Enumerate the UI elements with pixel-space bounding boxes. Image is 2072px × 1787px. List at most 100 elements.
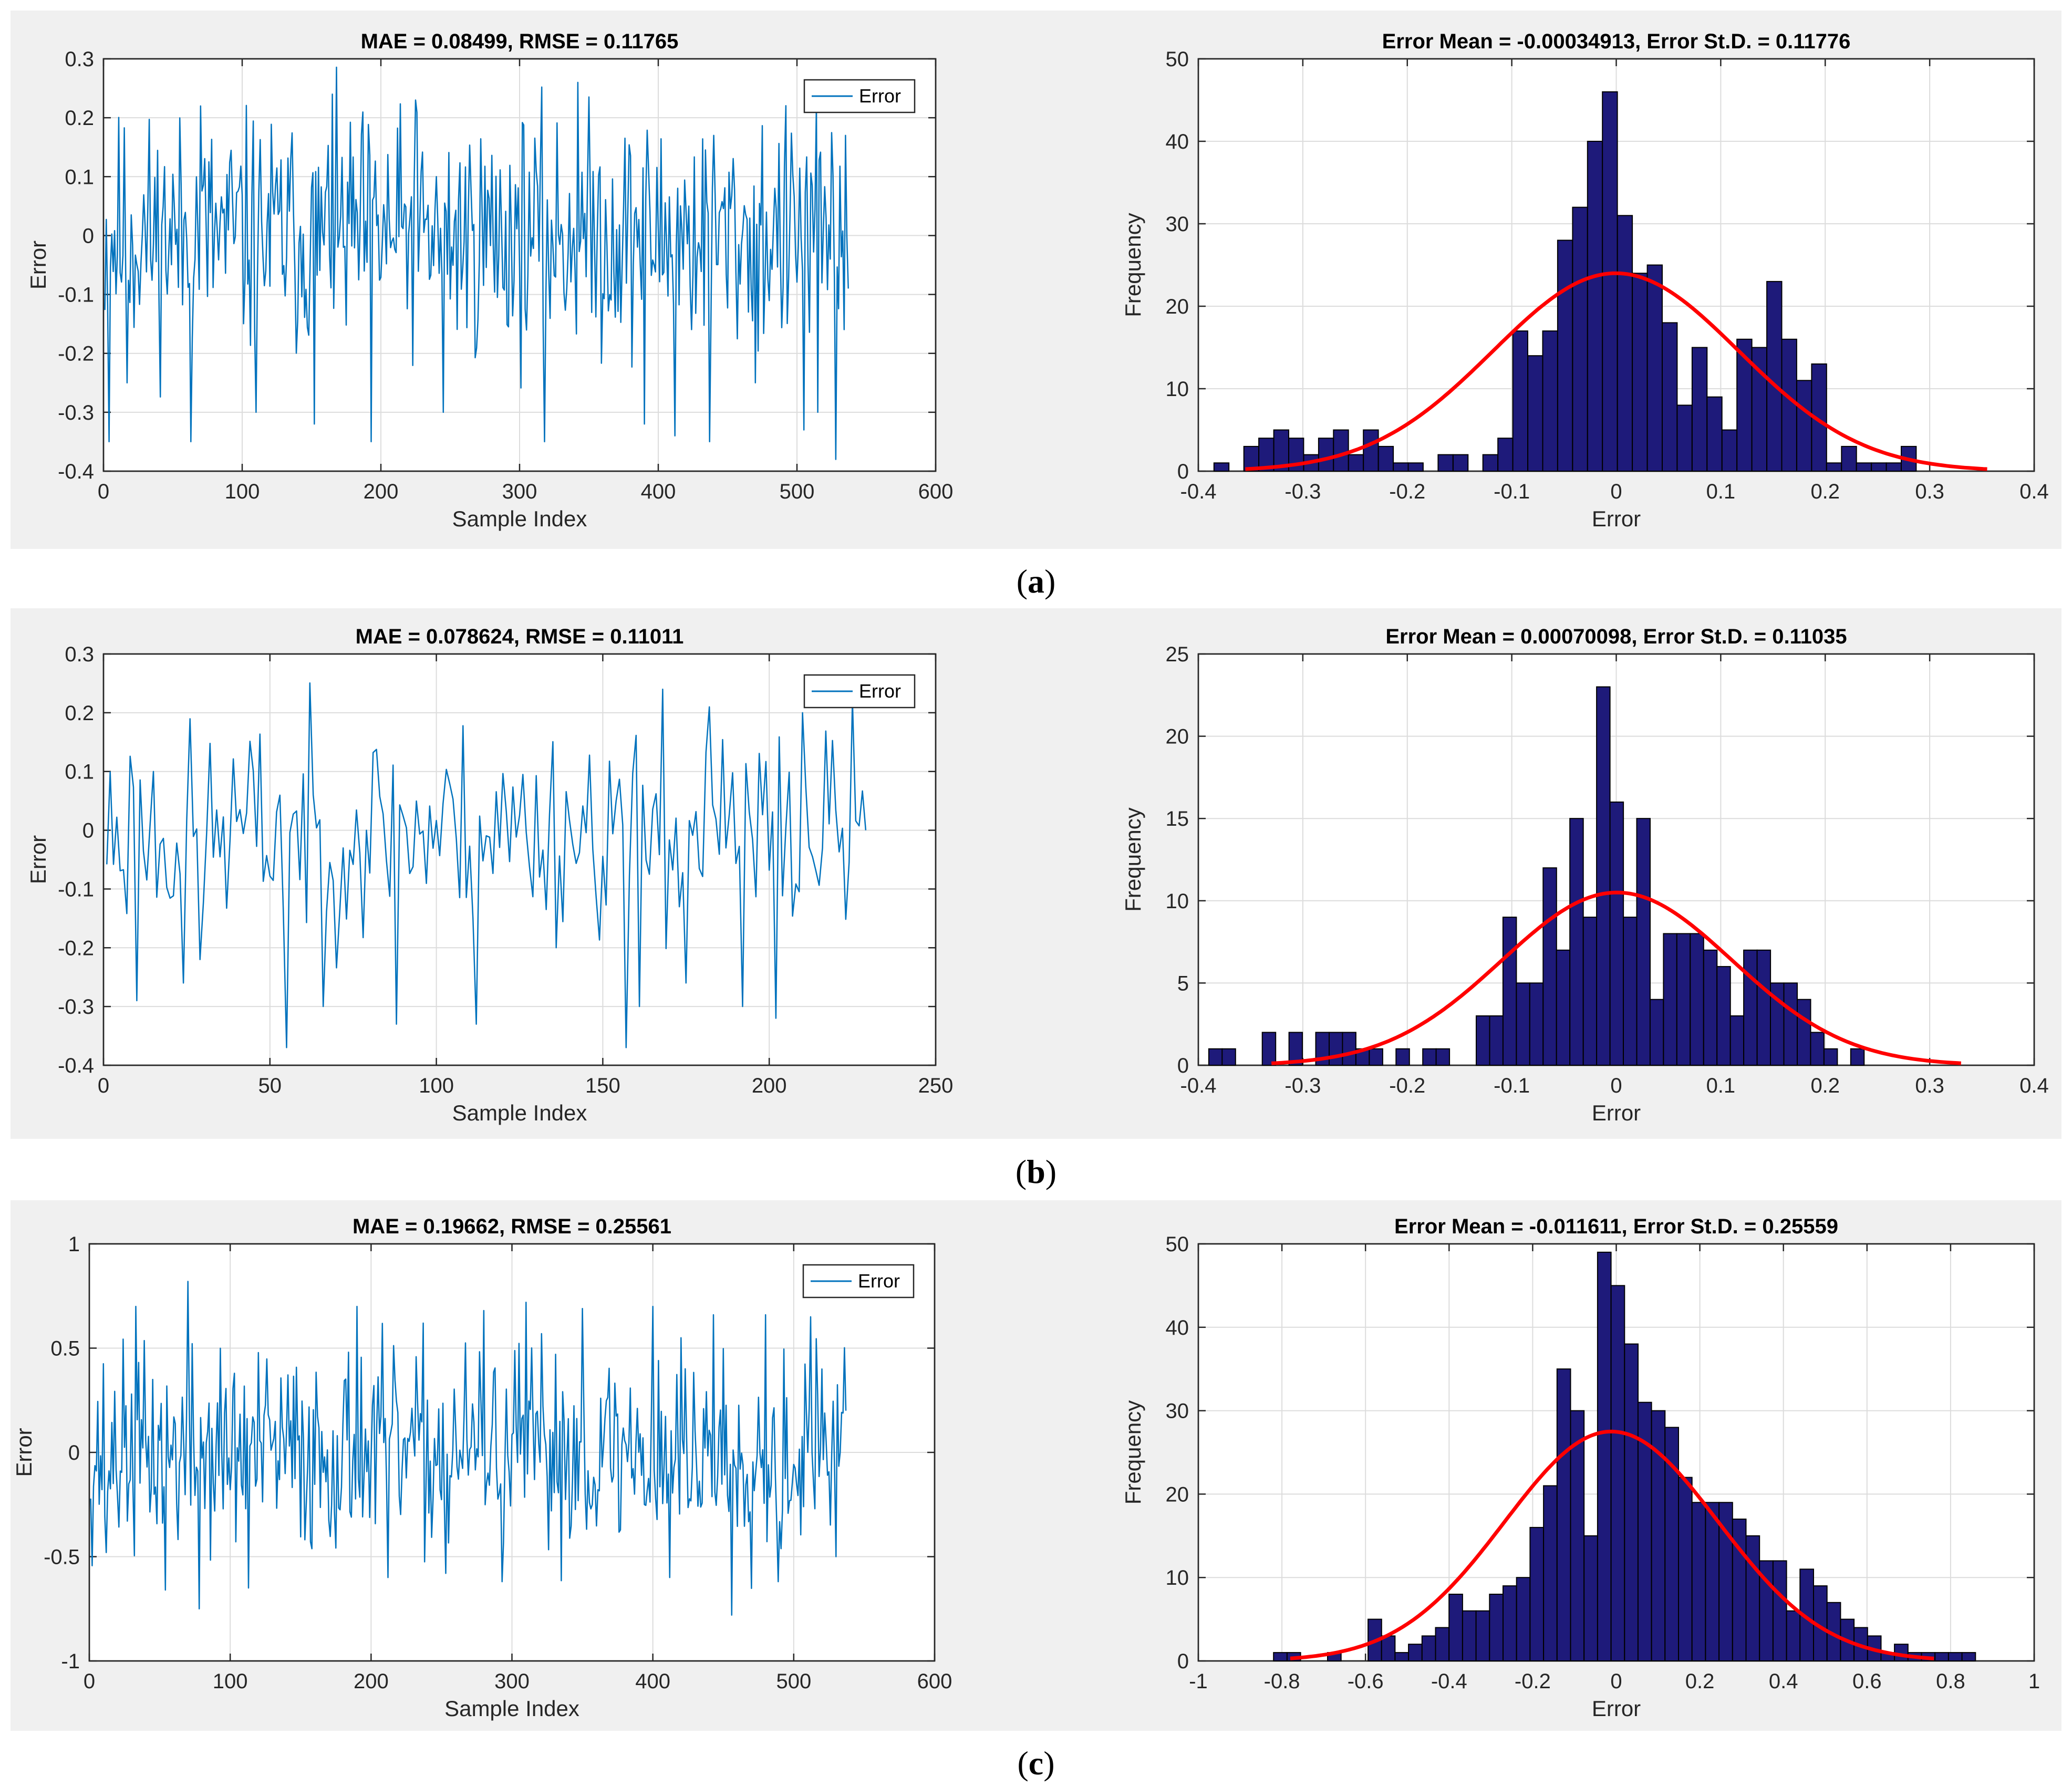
row-b-line-chart-axes xyxy=(102,653,937,1066)
row-c-histogram-histogram-bar xyxy=(1503,1585,1517,1662)
row-c-histogram-histogram-bar xyxy=(1462,1610,1477,1661)
row-c-line-chart-title: MAE = 0.19662, RMSE = 0.25561 xyxy=(353,1215,671,1238)
row-a-histogram-histogram-bar xyxy=(1617,215,1633,472)
row-c-histogram-xtick-label: 0.6 xyxy=(1852,1670,1882,1693)
row-a-line-chart-ytick-label: -0.4 xyxy=(58,460,94,483)
row-a-histogram-histogram-bar xyxy=(1781,338,1797,472)
row-b-histogram-histogram-bar xyxy=(1756,949,1771,1066)
row-a-histogram-xtick-label: 0.4 xyxy=(2019,480,2049,503)
row-c-histogram-histogram-bar xyxy=(1529,1526,1545,1661)
row-b-line-chart-ylabel: Error xyxy=(26,835,50,884)
row-b-line-chart-legend-label: Error xyxy=(859,680,901,702)
row-a-line-chart-error-series xyxy=(104,66,849,460)
row-c-histogram-histogram-bar xyxy=(1597,1251,1612,1661)
row-a-histogram-ytick-label: 40 xyxy=(1166,130,1189,153)
row-a-histogram-histogram-bar xyxy=(1572,206,1588,472)
row-c-histogram-histogram-bar xyxy=(1624,1343,1639,1662)
row-a-line-chart-xtick-label: 500 xyxy=(780,480,815,503)
row-a-line-chart-ytick-label: 0 xyxy=(82,224,94,247)
row-b-histogram-ytick-label: 20 xyxy=(1166,725,1189,749)
row-c-histogram-histogram-bar xyxy=(1961,1652,1976,1662)
row-c-line-chart-axes-frame xyxy=(88,1243,936,1662)
row-a-line-chart-xlabel: Sample Index xyxy=(452,506,587,531)
row-c-histogram-histogram-bar xyxy=(1543,1485,1558,1661)
row-a-histogram-histogram-bar xyxy=(1826,462,1842,472)
row-b-histogram-histogram-bar xyxy=(1489,1015,1504,1066)
row-a-line-chart-ytick-label: 0.2 xyxy=(65,107,94,130)
row-c-histogram-histogram-bar xyxy=(1772,1560,1787,1661)
row-a-histogram-histogram-bar xyxy=(1482,454,1499,472)
row-a-histogram-ytick-label: 20 xyxy=(1166,295,1189,318)
row-c-histogram-ytick-label: 10 xyxy=(1166,1566,1189,1589)
row-a-histogram-histogram-bar xyxy=(1273,429,1290,472)
row-a-histogram-histogram-bar xyxy=(1885,462,1902,472)
row-b-histogram-histogram-bar xyxy=(1369,1048,1383,1066)
row-b-histogram-title: Error Mean = 0.00070098, Error St.D. = 0… xyxy=(1385,625,1847,648)
row-a-histogram-histogram-bar xyxy=(1377,445,1394,472)
row-a-histogram-ytick-label: 30 xyxy=(1166,213,1189,236)
row-b-line-chart-xlabel: Sample Index xyxy=(452,1100,587,1125)
row-a-histogram-xtick-label: 0 xyxy=(1610,480,1622,503)
row-b-line-chart-xtick-label: 250 xyxy=(918,1074,954,1097)
row-b-line-chart-xtick-label: 200 xyxy=(752,1074,787,1097)
row-a-line-chart-xtick-label: 0 xyxy=(98,480,109,503)
row-b-histogram-histogram-bar xyxy=(1743,949,1758,1066)
row-a-histogram-histogram-bar xyxy=(1841,445,1857,472)
row-b-histogram-histogram-bar xyxy=(1783,982,1798,1066)
row-a-histogram-histogram-bar xyxy=(1393,462,1409,472)
row-b-histogram-histogram-bar xyxy=(1690,933,1704,1066)
row-b-histogram-ytick-label: 15 xyxy=(1166,807,1189,830)
row-b-histogram-xtick-label: -0.3 xyxy=(1284,1074,1321,1097)
row-a-histogram-title: Error Mean = -0.00034913, Error St.D. = … xyxy=(1382,30,1851,53)
row-a-histogram-xlabel: Error xyxy=(1592,506,1641,531)
row-c-histogram-ytick-label: 30 xyxy=(1166,1400,1189,1423)
caption-open-paren: ( xyxy=(1016,1153,1027,1190)
row-b-histogram-normal-fit-curve xyxy=(1271,890,1962,1065)
caption-close-paren: ) xyxy=(1044,563,1055,600)
row-c-line-chart-ytick-label: 0.5 xyxy=(50,1337,80,1360)
row-c-line-chart-xlabel: Sample Index xyxy=(444,1696,579,1721)
row-c-histogram-histogram-bar xyxy=(1408,1644,1423,1661)
row-c-histogram-title: Error Mean = -0.011611, Error St.D. = 0.… xyxy=(1394,1215,1838,1238)
row-a-line-chart-ytick-label: 0.1 xyxy=(65,165,94,189)
row-c-histogram-histogram-bar xyxy=(1610,1285,1625,1661)
row-a-histogram-histogram-bar xyxy=(1527,355,1543,472)
row-b-histogram-histogram-bar xyxy=(1649,999,1664,1066)
row-a-histogram-histogram-bar xyxy=(1662,322,1678,472)
row-a-histogram-histogram-bar xyxy=(1407,462,1424,472)
row-c-line-chart-xtick-label: 100 xyxy=(213,1670,248,1693)
row-b-histogram-xtick-label: 0.3 xyxy=(1915,1074,1944,1097)
row-c-histogram-ytick-label: 50 xyxy=(1166,1233,1189,1256)
caption-letter: b xyxy=(1027,1153,1045,1190)
row-a-line-chart-ylabel: Error xyxy=(26,241,50,289)
row-b-histogram-histogram-bar xyxy=(1569,818,1584,1066)
row-c-line-chart-xtick-label: 200 xyxy=(354,1670,389,1693)
row-c-line-chart-ylabel: Error xyxy=(12,1428,36,1477)
row-c-histogram-histogram-bar xyxy=(1678,1477,1693,1662)
row-b-line-chart-ytick-label: -0.2 xyxy=(58,937,94,960)
row-c-histogram-xtick-label: 0 xyxy=(1610,1670,1622,1693)
row-b-line-chart-ytick-label: -0.4 xyxy=(58,1054,94,1077)
row-a-histogram-xtick-label: 0.3 xyxy=(1915,480,1944,503)
row-b-histogram-ytick-label: 25 xyxy=(1166,643,1189,666)
caption-letter: c xyxy=(1029,1744,1043,1782)
row-c-line-chart-legend-label: Error xyxy=(858,1270,900,1292)
row-a-line-chart-ytick-label: -0.1 xyxy=(58,284,94,307)
row-c-line-chart-xtick-label: 300 xyxy=(494,1670,530,1693)
row-c-histogram-histogram-bar xyxy=(1516,1577,1531,1661)
row-b-histogram-histogram-bar xyxy=(1823,1048,1838,1066)
row-a-line-chart-ytick-label: -0.2 xyxy=(58,342,94,366)
row-a-histogram-ytick-label: 10 xyxy=(1166,378,1189,401)
figure-row-a: 0 100 200 300 400 500 600-0.4-0.3-0.2-0.100.10… xyxy=(11,11,2061,600)
row-b-line-chart-xtick-label: 50 xyxy=(258,1074,282,1097)
row-b-histogram-histogram-bar xyxy=(1516,982,1530,1066)
row-b-histogram-ytick-label: 10 xyxy=(1166,890,1189,913)
row-a-histogram-histogram-bar xyxy=(1721,429,1738,472)
row-c-histogram-histogram-bar xyxy=(1448,1594,1463,1661)
row-b-histogram-histogram-bar xyxy=(1529,982,1544,1066)
row-c-histogram-histogram-bar xyxy=(1786,1610,1801,1661)
row-b-histogram-histogram-bar xyxy=(1556,949,1571,1066)
row-a-histogram-histogram-bar xyxy=(1542,330,1558,472)
row-a-caption: (a) xyxy=(1017,563,1056,600)
